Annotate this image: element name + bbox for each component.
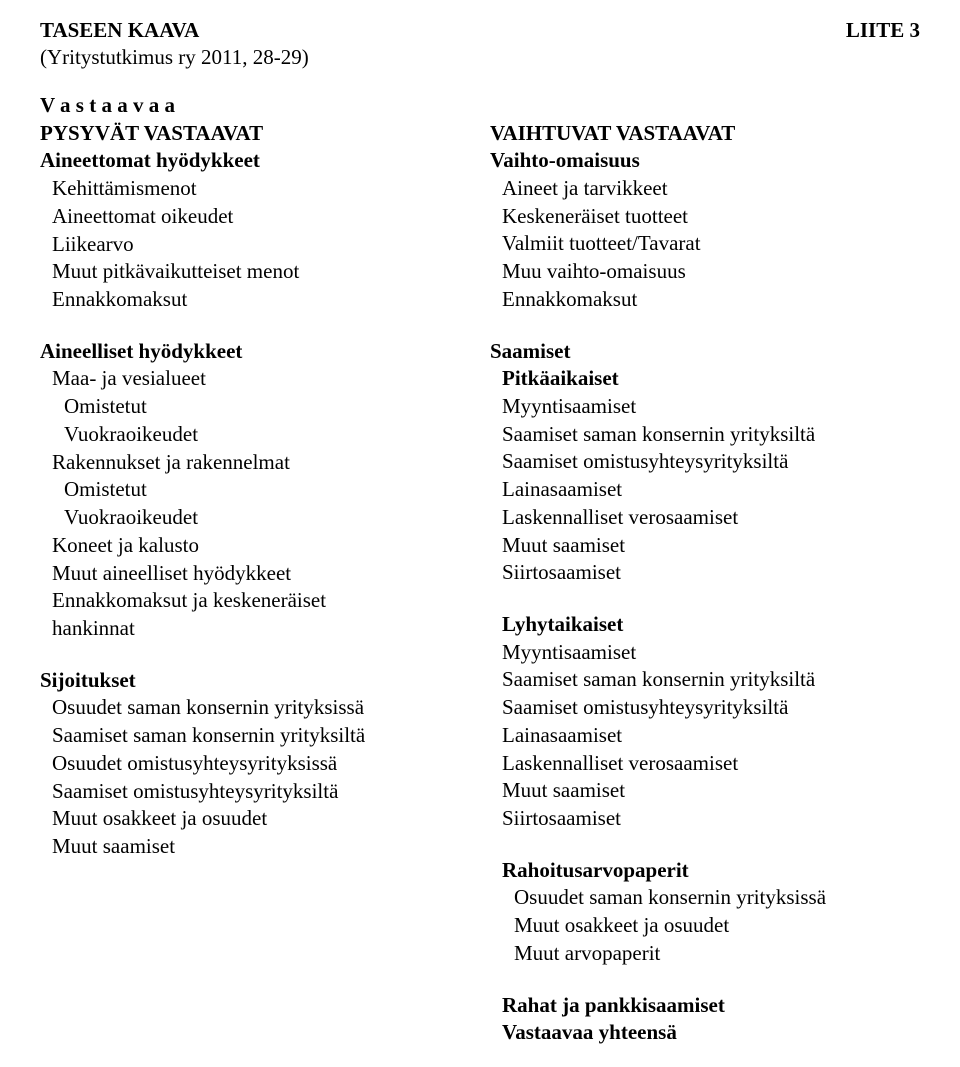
left-column: V a s t a a v a a PYSYVÄT VASTAAVAT Aine… (40, 92, 480, 1047)
item: Siirtosaamiset (490, 559, 920, 587)
subgroup-heading: Vaihto-omaisuus (490, 147, 920, 175)
item: Vuokraoikeudet (40, 504, 460, 532)
item: Saamiset omistusyhteysyrityksiltä (490, 694, 920, 722)
item: Lainasaamiset (490, 476, 920, 504)
item: Saamiset omistusyhteysyrityksiltä (490, 448, 920, 476)
item: Muut saamiset (40, 833, 460, 861)
group-sijoitukset: Sijoitukset Osuudet saman konsernin yrit… (40, 667, 460, 861)
page: TASEEN KAAVA (Yritystutkimus ry 2011, 28… (0, 0, 960, 1067)
item: hankinnat (40, 615, 460, 643)
group-heading: PYSYVÄT VASTAAVAT (40, 120, 460, 148)
section-heading: V a s t a a v a a (40, 92, 460, 120)
item: Muut arvopaperit (490, 940, 920, 968)
item: Laskennalliset verosaamiset (490, 750, 920, 778)
group-pysyvat: PYSYVÄT VASTAAVAT Aineettomat hyödykkeet… (40, 120, 460, 314)
item: Vuokraoikeudet (40, 421, 460, 449)
item: Muut osakkeet ja osuudet (490, 912, 920, 940)
item: Valmiit tuotteet/Tavarat (490, 230, 920, 258)
group-lyhytaikaiset: Lyhytaikaiset Myyntisaamiset Saamiset sa… (490, 611, 920, 833)
footer-line: Vastaavaa yhteensä (490, 1019, 920, 1047)
item: Aineettomat oikeudet (40, 203, 460, 231)
item: Rakennukset ja rakennelmat (40, 449, 460, 477)
item: Saamiset saman konsernin yrityksiltä (490, 421, 920, 449)
group-aineelliset: Aineelliset hyödykkeet Maa- ja vesialuee… (40, 338, 460, 643)
item: Omistetut (40, 476, 460, 504)
item: Ennakkomaksut ja keskeneräiset (40, 587, 460, 615)
group-heading: Rahoitusarvopaperit (490, 857, 920, 885)
footer-line: Rahat ja pankkisaamiset (490, 992, 920, 1020)
subgroup-heading: Aineettomat hyödykkeet (40, 147, 460, 175)
item: Osuudet saman konsernin yrityksissä (40, 694, 460, 722)
item: Muu vaihto-omaisuus (490, 258, 920, 286)
item: Lainasaamiset (490, 722, 920, 750)
annex-label: LIITE 3 (846, 18, 920, 43)
item: Aineet ja tarvikkeet (490, 175, 920, 203)
right-column: VAIHTUVAT VASTAAVAT Vaihto-omaisuus Aine… (480, 92, 920, 1047)
item: Muut saamiset (490, 777, 920, 805)
item: Koneet ja kalusto (40, 532, 460, 560)
item: Saamiset saman konsernin yrityksiltä (490, 666, 920, 694)
item: Muut saamiset (490, 532, 920, 560)
group-footer: Rahat ja pankkisaamiset Vastaavaa yhteen… (490, 992, 920, 1047)
item: Saamiset saman konsernin yrityksiltä (40, 722, 460, 750)
group-heading: Lyhytaikaiset (490, 611, 920, 639)
item: Liikearvo (40, 231, 460, 259)
item: Siirtosaamiset (490, 805, 920, 833)
item: Osuudet saman konsernin yrityksissä (490, 884, 920, 912)
item: Maa- ja vesialueet (40, 365, 460, 393)
columns: V a s t a a v a a PYSYVÄT VASTAAVAT Aine… (40, 92, 920, 1047)
group-heading: Saamiset (490, 338, 920, 366)
page-subtitle: (Yritystutkimus ry 2011, 28-29) (40, 45, 309, 70)
group-saamiset: Saamiset Pitkäaikaiset Myyntisaamiset Sa… (490, 338, 920, 587)
item: Omistetut (40, 393, 460, 421)
item: Saamiset omistusyhteysyrityksiltä (40, 778, 460, 806)
page-title: TASEEN KAAVA (40, 18, 309, 43)
subgroup-heading: Pitkäaikaiset (490, 365, 920, 393)
group-heading: Aineelliset hyödykkeet (40, 338, 460, 366)
item: Keskeneräiset tuotteet (490, 203, 920, 231)
item: Osuudet omistusyhteysyrityksissä (40, 750, 460, 778)
item: Myyntisaamiset (490, 393, 920, 421)
item: Kehittämismenot (40, 175, 460, 203)
item: Ennakkomaksut (490, 286, 920, 314)
group-heading: VAIHTUVAT VASTAAVAT (490, 120, 920, 148)
item: Muut aineelliset hyödykkeet (40, 560, 460, 588)
item: Ennakkomaksut (40, 286, 460, 314)
group-vaihtuvat: VAIHTUVAT VASTAAVAT Vaihto-omaisuus Aine… (490, 120, 920, 314)
item: Muut pitkävaikutteiset menot (40, 258, 460, 286)
item: Myyntisaamiset (490, 639, 920, 667)
item: Muut osakkeet ja osuudet (40, 805, 460, 833)
header-row: TASEEN KAAVA (Yritystutkimus ry 2011, 28… (40, 18, 920, 70)
item: Laskennalliset verosaamiset (490, 504, 920, 532)
group-heading: Sijoitukset (40, 667, 460, 695)
group-rahoitusarvopaperit: Rahoitusarvopaperit Osuudet saman konser… (490, 857, 920, 968)
